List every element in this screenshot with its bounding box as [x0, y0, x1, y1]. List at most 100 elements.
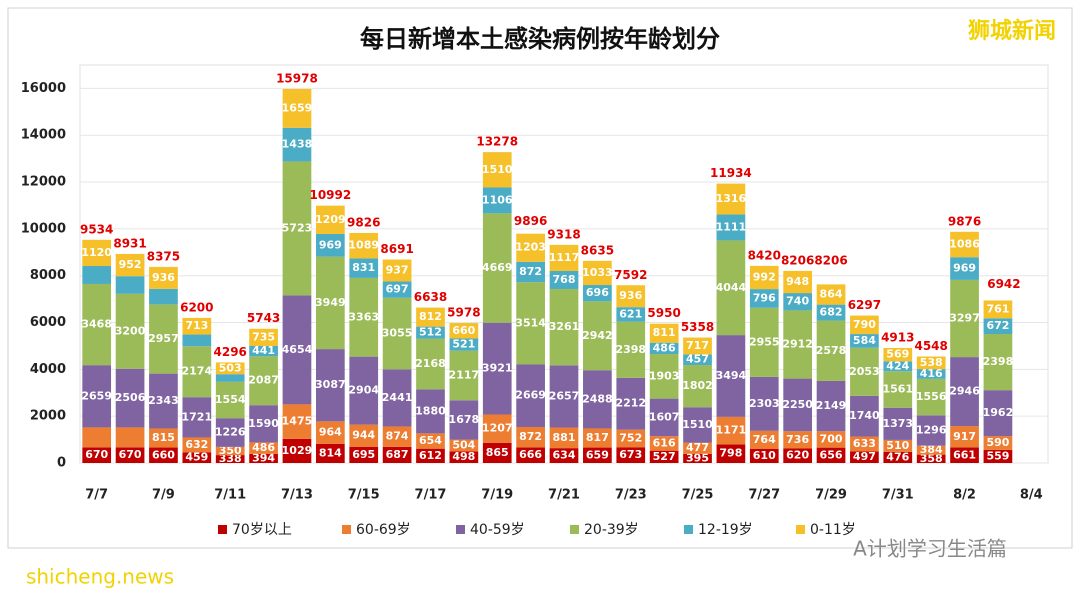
- bar-segment: [950, 357, 979, 427]
- bar-segment: [382, 446, 412, 463]
- bar-segment: [783, 431, 813, 449]
- value-label: 510: [886, 439, 909, 452]
- bar-segment: [583, 260, 612, 286]
- value-label: 612: [419, 449, 442, 462]
- bar-segment: [349, 446, 379, 463]
- y-tick-label: 6000: [30, 315, 66, 330]
- value-label: 3297: [949, 311, 980, 324]
- legend-label: 12-19岁: [698, 522, 753, 538]
- legend-swatch: [342, 525, 351, 534]
- value-label: 3200: [115, 324, 146, 337]
- value-label: 2957: [148, 332, 179, 345]
- value-label: 740: [786, 295, 809, 308]
- value-label: 659: [586, 448, 609, 461]
- x-tick-label: 7/9: [152, 488, 175, 503]
- bar-segment: [816, 380, 846, 432]
- x-tick-label: 7/23: [615, 488, 647, 503]
- total-label: 4296: [214, 345, 247, 359]
- bar-segment: [282, 295, 312, 405]
- value-label: 764: [753, 433, 776, 446]
- value-label: 717: [686, 339, 709, 352]
- total-label: 8375: [147, 249, 180, 263]
- bar-segment: [749, 448, 779, 463]
- bar-segment: [783, 378, 813, 432]
- value-label: 790: [853, 318, 876, 331]
- account: A计划学习生活篇: [853, 537, 1007, 561]
- bar-segment: [149, 288, 178, 305]
- value-label: 477: [686, 441, 709, 454]
- bar-segment: [583, 447, 612, 463]
- bar-segment: [749, 265, 779, 290]
- bar-segment: [249, 405, 278, 443]
- bar-segment: [482, 414, 512, 443]
- bar-segment: [382, 259, 412, 282]
- value-label: 394: [252, 451, 275, 464]
- bar-segment: [215, 381, 245, 419]
- bar-segment: [482, 187, 512, 214]
- bar-segment: [349, 232, 379, 259]
- value-label: 559: [986, 449, 1009, 462]
- legend-swatch: [218, 525, 227, 534]
- bar-segment: [783, 293, 813, 311]
- value-label: 3494: [716, 369, 747, 382]
- bar-segment: [783, 270, 813, 294]
- bar-segment: [482, 152, 512, 188]
- value-label: 3055: [382, 327, 413, 340]
- bar-segment: [182, 334, 212, 347]
- value-label: 2657: [549, 389, 580, 402]
- bar-segment: [315, 443, 345, 463]
- bar-segment: [850, 347, 879, 396]
- y-tick-label: 8000: [30, 268, 66, 283]
- x-tick-label: 7/19: [481, 488, 513, 503]
- bar-segment: [149, 266, 178, 289]
- value-label: 457: [686, 353, 709, 366]
- value-label: 952: [119, 258, 142, 271]
- value-label: 504: [452, 438, 475, 451]
- bar-segment: [983, 390, 1013, 437]
- x-tick-label: 8/2: [953, 488, 976, 503]
- value-label: 654: [419, 434, 442, 447]
- value-label: 5723: [282, 221, 313, 234]
- x-tick-label: 7/29: [815, 488, 847, 503]
- bar-segment: [749, 307, 779, 377]
- value-label: 634: [553, 449, 576, 462]
- bar-segment: [315, 233, 345, 257]
- value-label: 695: [352, 448, 375, 461]
- bar-segment: [983, 318, 1013, 335]
- value-label: 1438: [282, 138, 313, 151]
- bar-segment: [282, 161, 312, 296]
- legend-label: 20-39岁: [584, 522, 639, 538]
- total-label: 8691: [380, 242, 413, 256]
- value-label: 632: [185, 438, 208, 451]
- legend-swatch: [796, 525, 805, 534]
- x-tick-label: 7/25: [682, 488, 714, 503]
- bar-segment: [449, 323, 479, 339]
- value-label: 1962: [983, 406, 1014, 419]
- bar-segment: [649, 436, 679, 451]
- value-label: 476: [886, 450, 909, 463]
- bar-segment: [249, 442, 278, 454]
- y-tick-label: 14000: [21, 128, 66, 143]
- value-label: 459: [185, 451, 208, 464]
- value-label: 2212: [615, 397, 646, 410]
- value-label: 350: [219, 444, 242, 457]
- value-label: 1802: [682, 379, 713, 392]
- bar-segment: [549, 427, 579, 449]
- value-label: 1209: [315, 213, 346, 226]
- bar-segment: [950, 447, 979, 463]
- x-tick-label: 7/7: [85, 488, 108, 503]
- bar-segment: [382, 426, 412, 447]
- legend-label: 40-59岁: [470, 522, 525, 538]
- bar-segment: [115, 427, 145, 448]
- total-label: 9318: [547, 227, 580, 241]
- value-label: 944: [352, 429, 375, 442]
- bar-segment: [315, 421, 345, 444]
- bar-segment: [916, 415, 946, 446]
- bar-segment: [683, 453, 712, 463]
- total-label: 10992: [309, 188, 351, 202]
- value-label: 621: [619, 307, 642, 320]
- total-label: 8206: [814, 253, 847, 267]
- bar-segment: [249, 328, 278, 346]
- bar-segment: [716, 240, 746, 336]
